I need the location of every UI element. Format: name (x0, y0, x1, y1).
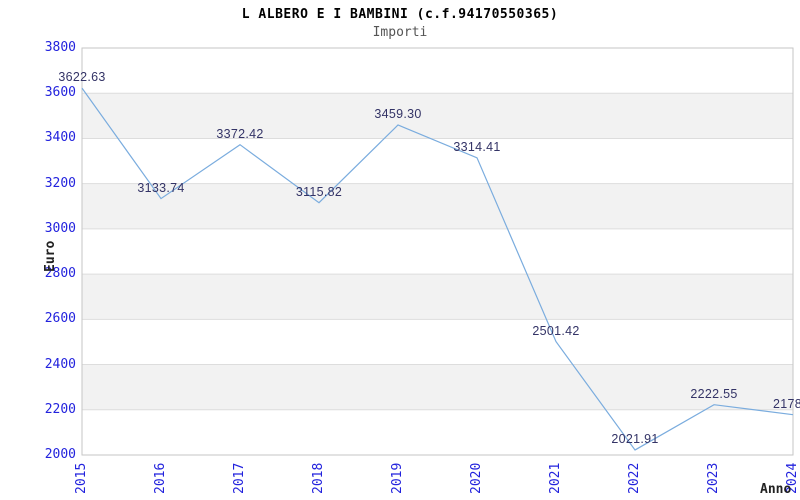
y-tick-label: 2000 (44, 447, 76, 462)
y-tick-label: 2400 (44, 356, 76, 372)
data-point-label: 3372.42 (216, 126, 264, 141)
y-tick-label: 2600 (44, 311, 76, 327)
plot-band (82, 274, 793, 320)
x-tick-label: 2015 (74, 462, 89, 494)
data-point-label: 2222.55 (690, 386, 738, 401)
chart-subtitle: Importi (372, 25, 428, 40)
x-tick-label: 2019 (390, 462, 405, 494)
data-point-label: 3459.30 (374, 107, 422, 122)
series-line (81, 87, 794, 451)
y-tick-label: 2800 (44, 266, 76, 282)
chart-title: L ALBERO E I BAMBINI (c.f.94170550365) (241, 7, 559, 22)
plot-band (82, 93, 793, 139)
y-axis-title: Euro (43, 240, 58, 272)
data-point-label: 3133.74 (137, 180, 185, 195)
y-tick-label: 3800 (44, 40, 76, 55)
x-tick-label: 2018 (311, 462, 326, 494)
data-point-label: 2178.3 (772, 396, 800, 411)
data-point-label: 3115.82 (295, 184, 343, 199)
y-tick-label: 3200 (44, 175, 76, 191)
data-point-label: 3314.41 (453, 139, 501, 154)
x-tick-label: 2022 (627, 462, 642, 494)
plot-band (82, 183, 793, 229)
x-tick-label: 2016 (153, 462, 168, 494)
x-tick-label: 2021 (548, 462, 563, 494)
x-tick-label: 2023 (706, 462, 721, 494)
plot-border (81, 47, 794, 456)
y-tick-label: 3600 (44, 85, 76, 101)
data-point-label: 3622.63 (58, 70, 106, 85)
x-tick-label: 2020 (469, 462, 484, 494)
x-axis-title: Anno (760, 482, 792, 497)
y-tick-label: 2200 (44, 401, 76, 417)
x-tick-label: 2017 (232, 462, 247, 494)
data-point-label: 2501.42 (532, 323, 580, 338)
data-point-label: 2021.91 (611, 432, 659, 447)
y-tick-label: 3000 (44, 220, 76, 236)
y-tick-label: 3400 (44, 130, 76, 146)
plot-band (82, 364, 793, 410)
